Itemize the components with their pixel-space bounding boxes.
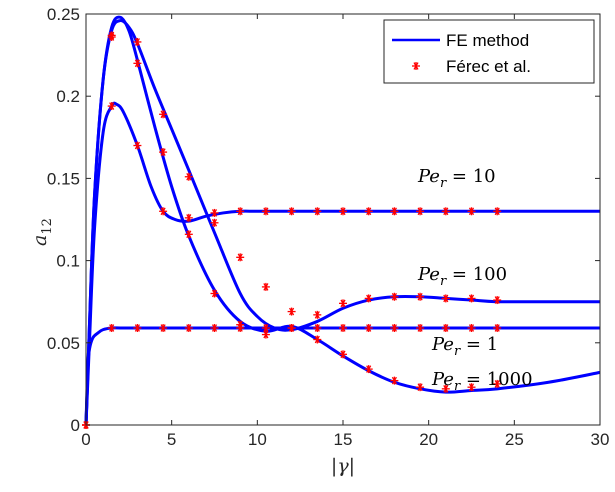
ferec-point-per-1000 xyxy=(107,33,116,42)
ferec-point-per-100 xyxy=(339,299,347,308)
ferec-point-per-100 xyxy=(159,110,168,119)
ferec-point-per-100 xyxy=(364,294,373,303)
ferec-point-per-100 xyxy=(287,307,296,316)
annotation-layer: Per = 10 Per = 100 Per = 1 Per = 1000 xyxy=(417,166,533,394)
ferec-point-per-100 xyxy=(313,310,322,319)
ferec-point-per-100 xyxy=(493,296,502,305)
ferec-point-per-1 xyxy=(107,324,116,333)
ferec-point-per-1000 xyxy=(287,324,296,333)
ferec-point-per-1 xyxy=(390,324,399,333)
ferec-point-per-10 xyxy=(416,207,425,216)
ferec-point-per-10 xyxy=(236,207,245,216)
ferec-point-per-100 xyxy=(467,294,476,303)
ferec-point-per-10 xyxy=(441,207,450,216)
ferec-point-per-1000 xyxy=(210,289,219,298)
ferec-point-per-1000 xyxy=(493,379,502,388)
marker-layer xyxy=(82,31,502,429)
legend-star-marker xyxy=(412,62,420,70)
y-tick-label: 0 xyxy=(71,416,80,435)
y-tick-label: 0.25 xyxy=(47,5,80,24)
ferec-point-per-1 xyxy=(441,324,450,333)
ferec-point-per-100 xyxy=(184,172,193,181)
ferec-point-per-1000 xyxy=(184,230,193,239)
ferec-point-per-1 xyxy=(313,324,322,333)
ferec-point-per-10 xyxy=(364,207,373,216)
ferec-point-per-1 xyxy=(493,324,502,333)
ferec-point-per-10 xyxy=(184,213,193,222)
legend-label-ferec: Férec et al. xyxy=(446,57,531,76)
ferec-point-per-1000 xyxy=(133,59,142,68)
annotation-per-100: Per = 100 xyxy=(417,264,507,289)
ferec-point-per-100 xyxy=(416,292,425,301)
ferec-point-per-1000 xyxy=(159,148,168,157)
ferec-point-per-1000 xyxy=(236,320,245,329)
ferec-point-per-10 xyxy=(467,207,476,216)
ferec-point-per-10 xyxy=(493,207,502,216)
x-tick-label: 25 xyxy=(505,430,524,449)
ferec-point-per-10 xyxy=(159,207,168,216)
ferec-point-per-1 xyxy=(416,324,425,333)
x-axis-label: |γ| xyxy=(331,455,355,477)
ferec-point-per-10 xyxy=(390,207,399,216)
ferec-point-per-1 xyxy=(159,324,168,333)
ferec-point-per-10 xyxy=(339,207,347,216)
ferec-point-per-1000 xyxy=(261,330,270,339)
x-tick-label: 5 xyxy=(167,430,176,449)
tick-layer: 0 5 10 15 20 25 30 0 0.05 0.1 0.15 0.2 0.25 xyxy=(47,5,610,449)
x-tick-label: 20 xyxy=(419,430,438,449)
y-tick-label: 0.1 xyxy=(56,252,80,271)
x-tick-label: 30 xyxy=(591,430,610,449)
y-tick-label: 0.15 xyxy=(47,169,80,188)
ferec-point-per-1 xyxy=(133,324,142,333)
x-tick-label: 10 xyxy=(248,430,267,449)
ferec-point-per-10 xyxy=(107,102,116,111)
ferec-point-per-100 xyxy=(210,218,219,227)
annotation-per-1: Per = 1 xyxy=(431,334,498,359)
x-tick-label: 15 xyxy=(334,430,353,449)
legend-marker-swatch xyxy=(412,62,420,70)
ferec-point-per-1000 xyxy=(467,383,476,392)
ferec-point-per-1000 xyxy=(416,383,425,392)
ferec-point-per-10 xyxy=(210,208,219,217)
ferec-point-per-10 xyxy=(261,207,270,216)
ferec-point-per-100 xyxy=(441,294,450,303)
legend: FE method Férec et al. xyxy=(383,19,595,84)
ferec-point-per-10 xyxy=(287,207,296,216)
legend-box xyxy=(383,19,595,84)
y-tick-label: 0.05 xyxy=(47,334,80,353)
ferec-point-per-100 xyxy=(133,37,142,46)
ferec-point-per-1 xyxy=(184,324,193,333)
ferec-point-per-1000 xyxy=(339,350,347,359)
legend-label-fe: FE method xyxy=(446,31,529,50)
x-tick-label: 0 xyxy=(81,430,90,449)
ferec-point-per-1 xyxy=(339,324,347,333)
ferec-point-per-10 xyxy=(133,141,142,150)
ferec-point-per-1000 xyxy=(390,376,399,385)
ferec-point-per-100 xyxy=(261,282,270,291)
ferec-point-per-1000 xyxy=(313,335,322,344)
ferec-point-per-100 xyxy=(390,292,399,301)
ferec-point-per-1 xyxy=(210,324,219,333)
ferec-point-per-10 xyxy=(313,207,322,216)
annotation-per-10: Per = 10 xyxy=(417,166,496,191)
annotation-per-1000: Per = 1000 xyxy=(431,369,533,394)
ferec-point-per-1 xyxy=(364,324,373,333)
ferec-point-per-1 xyxy=(467,324,476,333)
y-axis-label: a12 xyxy=(29,218,55,246)
y-tick-label: 0.2 xyxy=(56,87,80,106)
ferec-point-per-100 xyxy=(236,253,245,262)
ferec-point-per-1000 xyxy=(364,365,373,374)
ferec-point-per-1000 xyxy=(441,384,450,393)
